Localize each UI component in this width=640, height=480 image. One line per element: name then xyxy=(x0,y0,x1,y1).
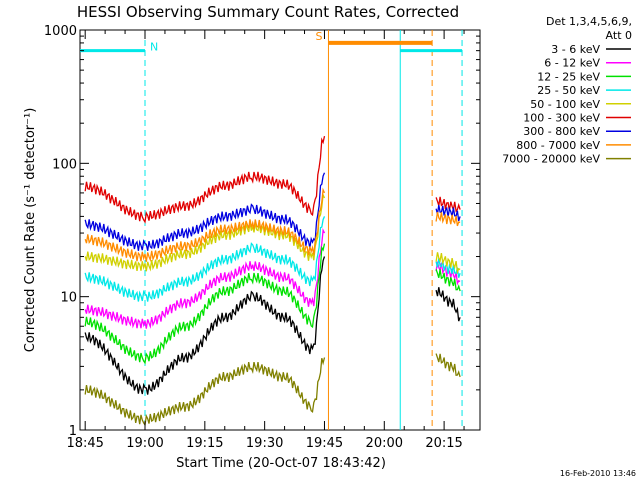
y-tick-label: 10 xyxy=(60,291,77,306)
legend-label: 50 - 100 keV xyxy=(530,98,600,111)
series-line xyxy=(435,196,461,213)
series-line xyxy=(435,287,461,322)
series-line xyxy=(435,211,461,227)
series-line xyxy=(84,227,326,329)
x-tick-label: 20:00 xyxy=(366,436,403,451)
x-tick-label: 19:30 xyxy=(246,436,283,451)
y-tick-label: 100 xyxy=(52,157,77,172)
series-line xyxy=(435,269,461,292)
legend-header: Att 0 xyxy=(606,29,632,42)
annotation-label: N xyxy=(150,41,158,54)
x-tick-label: 19:00 xyxy=(126,436,163,451)
y-axis-label: Corrected Count Rate (s⁻¹ detector⁻¹) xyxy=(23,108,38,353)
series-line xyxy=(84,172,326,251)
legend-label: 800 - 7000 keV xyxy=(516,139,600,152)
x-axis-label: Start Time (20-Oct-07 18:43:42) xyxy=(176,456,386,471)
series-line xyxy=(84,216,326,302)
annotation-layer: NS xyxy=(80,30,463,54)
axes-layer: 1 10 100 1000 18:45 19:00 19:15 19:30 19:45 20:00… xyxy=(44,24,480,451)
plot-border xyxy=(79,29,481,431)
series-line xyxy=(84,357,326,427)
legend-header: Det 1,3,4,5,6,9, xyxy=(546,15,632,28)
legend-label: 300 - 800 keV xyxy=(523,125,600,138)
plot-frame xyxy=(79,29,481,431)
series-line xyxy=(84,187,326,263)
legend-label: 25 - 50 keV xyxy=(537,84,600,97)
legend-label: 100 - 300 keV xyxy=(523,112,600,125)
x-tick-label: 20:15 xyxy=(425,436,462,451)
legend-label: 3 - 6 keV xyxy=(551,43,600,56)
legend-label: 6 - 12 keV xyxy=(544,57,600,70)
series-line xyxy=(84,135,326,224)
x-tick-label: 19:15 xyxy=(186,436,223,451)
x-tick-label: 18:45 xyxy=(66,436,103,451)
series-line xyxy=(435,252,461,275)
series-line xyxy=(84,243,326,365)
x-tick-label: 19:45 xyxy=(306,436,343,451)
chart-title: HESSI Observing Summary Count Rates, Cor… xyxy=(77,3,459,21)
series-line xyxy=(435,353,461,378)
series-line xyxy=(84,256,326,395)
series-layer xyxy=(84,135,461,427)
y-tick-label: 1000 xyxy=(44,24,77,39)
series-line xyxy=(435,258,461,278)
legend-label: 7000 - 20000 keV xyxy=(502,153,600,166)
legend-label: 12 - 25 keV xyxy=(537,70,600,83)
y-tick-label: 1 xyxy=(69,424,77,439)
timestamp-footer: 16-Feb-2010 13:46 xyxy=(560,469,636,478)
annotation-label: S xyxy=(315,30,322,43)
